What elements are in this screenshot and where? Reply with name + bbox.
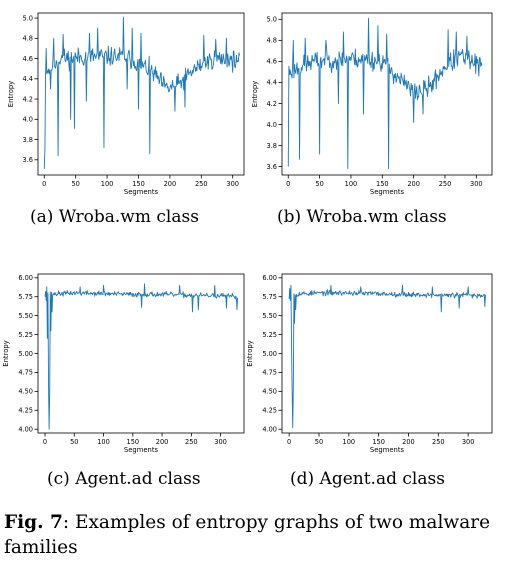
y-tick-label-b: 4.6	[267, 58, 278, 66]
y-tick-label-b: 3.6	[267, 163, 278, 171]
x-tick-label-b: 100	[345, 180, 358, 188]
figure-caption: Fig. 7: Examples of entropy graphs of tw…	[4, 510, 504, 560]
y-tick-label-b: 4.8	[267, 37, 278, 45]
y-tick-label-b: 5.0	[267, 16, 278, 24]
y-tick-label-a: 3.8	[23, 136, 34, 144]
x-tick-label-b: 200	[407, 180, 420, 188]
y-tick-label-d: 5.50	[262, 312, 277, 320]
x-tick-label-a: 250	[195, 180, 208, 188]
y-tick-label-c: 5.00	[18, 350, 33, 358]
x-tick-label-b: 300	[470, 180, 483, 188]
x-tick-label-c: 0	[43, 438, 47, 446]
x-tick-label-d: 100	[343, 438, 356, 446]
subplot-caption-a: (a) Wroba.wm class	[30, 207, 199, 227]
entropy-graphs-figure: 0 50 100 150 200 250 300 3.6 3.8 4.0 4.2 4.4 4.6 4.8 5…	[2, 12, 493, 454]
y-axis-label-d: Entropy	[246, 340, 254, 366]
y-tick-label-c: 5.50	[18, 312, 33, 320]
y-tick-label-c: 4.75	[18, 369, 33, 377]
y-tick-label-c: 4.25	[18, 407, 33, 415]
x-tick-label-d: 300	[462, 438, 475, 446]
y-tick-label-a: 4.2	[23, 95, 34, 103]
y-tick-label-c: 6.00	[18, 274, 33, 282]
x-axis-label-a: Segments	[124, 188, 159, 196]
figure-label: Fig. 7	[4, 512, 63, 533]
y-tick-label-d: 5.25	[262, 331, 277, 339]
chart-a: 0 50 100 150 200 250 300 3.6 3.8 4.0 4.2 4.4 4.6 4.8 5…	[7, 12, 245, 196]
x-axis-label-c: Segments	[124, 446, 159, 454]
x-tick-label-b: 250	[439, 180, 452, 188]
entropy-series-line-c	[44, 283, 239, 430]
subplot-caption-d: (d) Agent.ad class	[290, 469, 445, 489]
x-tick-label-a: 50	[71, 180, 79, 188]
subplot-caption-c: (c) Agent.ad class	[47, 469, 201, 489]
entropy-series-line-d	[288, 284, 486, 429]
y-tick-label-c: 4.50	[18, 388, 33, 396]
y-tick-label-b: 3.8	[267, 142, 278, 150]
x-tick-label-c: 100	[97, 438, 110, 446]
axes-frame-b	[281, 12, 493, 176]
subplot-caption-b: (b) Wroba.wm class	[277, 207, 447, 227]
y-tick-label-d: 5.75	[262, 293, 277, 301]
x-tick-label-c: 300	[214, 438, 227, 446]
y-tick-label-d: 4.00	[262, 426, 277, 434]
y-tick-label-c: 5.75	[18, 293, 33, 301]
x-axis-label-b: Segments	[370, 188, 405, 196]
y-axis-label-a: Entropy	[7, 81, 15, 107]
x-tick-label-a: 300	[226, 180, 239, 188]
y-tick-label-a: 5.0	[23, 14, 34, 22]
y-tick-label-a: 4.0	[23, 116, 34, 124]
chart-d: 0 50 100 150 200 250 300 4.00 4.25 4.50 4.75 5.00 5.…	[246, 273, 493, 454]
y-axis-label-b: Entropy	[251, 81, 259, 107]
y-tick-label-c: 4.00	[18, 426, 33, 434]
x-tick-label-d: 200	[402, 438, 415, 446]
x-tick-label-c: 50	[70, 438, 78, 446]
y-tick-label-a: 4.8	[23, 35, 34, 43]
chart-c: 0 50 100 150 200 250 300 4.00 4.25 4.50 4.75 5.00 5.…	[2, 273, 245, 454]
x-tick-label-c: 200	[156, 438, 169, 446]
figure-caption-text: : Examples of entropy graphs of two malw…	[4, 512, 491, 558]
y-tick-label-d: 4.50	[262, 388, 277, 396]
x-tick-label-a: 100	[101, 180, 114, 188]
y-tick-label-b: 4.2	[267, 100, 278, 108]
x-tick-label-d: 250	[432, 438, 445, 446]
x-tick-label-d: 150	[372, 438, 385, 446]
x-tick-label-b: 0	[286, 180, 290, 188]
entropy-series-line-b	[287, 17, 483, 170]
x-tick-label-d: 0	[287, 438, 291, 446]
chart-b: 0 50 100 150 200 250 300 3.6 3.8 4.0 4.2 4.4 4.6 4.8 5…	[251, 12, 493, 196]
x-tick-label-c: 250	[185, 438, 198, 446]
y-axis-label-c: Entropy	[2, 340, 10, 366]
x-tick-label-d: 50	[315, 438, 323, 446]
axes-frame-a	[37, 12, 245, 176]
y-tick-label-d: 6.00	[262, 274, 277, 282]
y-tick-label-a: 4.4	[23, 75, 34, 83]
y-tick-label-a: 3.6	[23, 156, 34, 164]
y-tick-label-b: 4.0	[267, 121, 278, 129]
y-tick-label-a: 4.6	[23, 55, 34, 63]
y-tick-label-c: 5.25	[18, 331, 33, 339]
entropy-series-line-a	[43, 16, 241, 169]
y-tick-label-b: 4.4	[267, 79, 278, 87]
x-tick-label-a: 200	[164, 180, 177, 188]
axes-frame-d	[281, 273, 493, 434]
x-tick-label-c: 150	[127, 438, 140, 446]
y-tick-label-d: 5.00	[262, 350, 277, 358]
y-tick-label-d: 4.75	[262, 369, 277, 377]
x-axis-label-d: Segments	[370, 446, 405, 454]
y-tick-label-d: 4.25	[262, 407, 277, 415]
x-tick-label-a: 150	[132, 180, 145, 188]
x-tick-label-a: 0	[42, 180, 46, 188]
x-tick-label-b: 150	[376, 180, 389, 188]
x-tick-label-b: 50	[315, 180, 323, 188]
